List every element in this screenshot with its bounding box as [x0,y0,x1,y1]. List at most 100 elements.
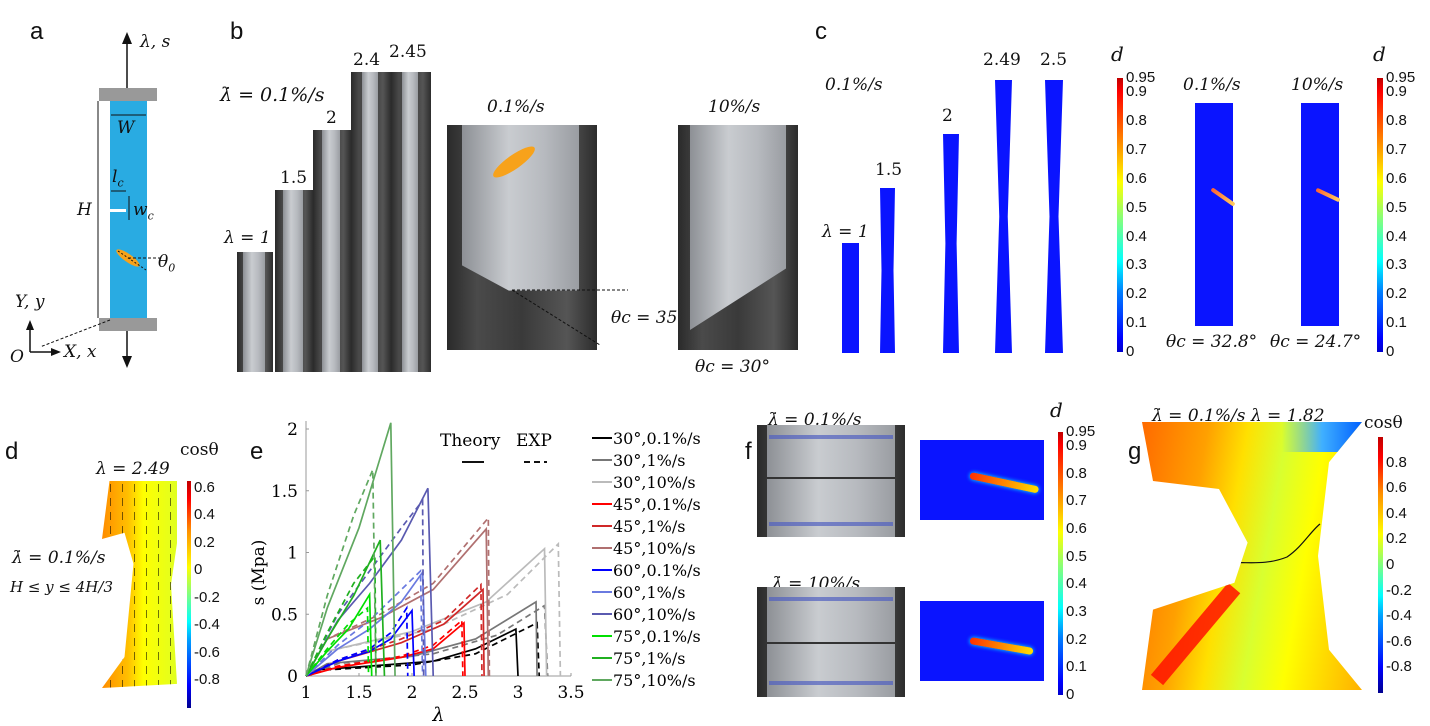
photo-stretch-2 [313,130,351,372]
colorbar-tick-label: 0 [1126,343,1135,360]
crack-width-label: wc [133,200,154,222]
damage-colorbar-2 [1377,78,1383,352]
colorbar-tick-label: 0.2 [1066,630,1087,648]
photo-stretch-1.5 [275,190,313,372]
y-tick-label: 1.5 [271,482,298,502]
colorbar-title: cosθ [1364,413,1403,433]
stretch-label-2.45: 2.45 [389,42,427,62]
sim1-rate-label: 0.1%/s [1183,75,1241,95]
sim-stretch-1 [842,243,859,353]
legend-entry: 30°,0.1%/s [613,429,701,448]
legend-entry: 60°,10%/s [613,605,696,624]
colorbar-tick-label: 0.6 [1386,479,1407,497]
sim-stretch-label-1: λ = 1 [822,222,869,242]
theory-curve-11 [305,422,396,677]
exp-curve-6 [305,605,409,677]
colorbar-tick-label: 0.4 [1386,227,1407,245]
theory-curve-10 [305,539,386,677]
colorbar-title: cosθ [180,440,219,460]
exp-curve-7 [305,569,424,677]
stretch-label-2: 2 [326,108,337,128]
fiber-direction-arrows [102,481,177,688]
orientation-field-map [102,481,177,688]
colorbar-tick-label: -0.6 [194,643,220,661]
strain-rate-label: λ̇ = 0.1%/s [220,84,325,106]
x-tick-label: 3 [513,683,524,703]
theory-curve-1 [305,600,538,677]
fracture-photo-fast [678,125,798,350]
colorbar-tick-label: -0.6 [1386,632,1412,650]
panel-label-f: f [745,438,752,465]
y-tick-label: 1 [287,544,298,564]
sim-stretch-2.5 [1045,80,1063,353]
y-axis-label: Y, y [15,292,45,312]
load-arrow-down [122,356,132,368]
legend-entry: 45°,0.1%/s [613,495,701,514]
colorbar-tick-label: 0.95 [1066,423,1096,440]
x-tick-label: 1.5 [345,683,372,703]
legend-entry: 75°,1%/s [613,649,685,668]
y-tick-label: 2 [287,420,298,440]
theory-curve-2 [305,546,548,677]
colorbar-tick-label: 0.2 [1126,285,1147,303]
legend-exp-label: EXP [516,431,552,451]
legend-entry: 75°,10%/s [613,671,696,690]
load-label: λ, s [140,32,171,52]
theory-curve-6 [305,608,415,677]
colorbar-tick-label: 0.2 [1386,530,1407,548]
crack-width-subscript: c [147,209,154,223]
colorbar-tick-label: 0.8 [1386,112,1407,130]
colorbar-tick-label: 0.6 [1126,169,1147,187]
crack-photo-fast [757,587,905,697]
stretch-label-1: λ = 1 [224,228,271,248]
panel-label-a: a [30,18,44,45]
panel-g-title: λ̇ = 0.1%/s λ = 1.82 [1152,406,1325,426]
x-axis-label: λ [431,704,444,726]
legend-entry: 45°,10%/s [613,539,696,558]
exp-curve-3 [305,618,464,677]
colorbar-tick-label: 0.8 [1066,464,1087,482]
colorbar-tick-label: -0.8 [1386,658,1412,676]
crack-sim-fast [920,601,1044,681]
exp-curve-9 [305,606,370,677]
critical-angle-slow: θc = 35° [611,308,686,328]
cos-theta-colorbar [1378,437,1383,693]
colorbar-tick-label: 0.6 [1386,169,1407,187]
colorbar-tick-label: -0.4 [194,616,220,634]
colorbar-tick-label: 0.7 [1066,492,1087,510]
colorbar-title: d [1111,42,1124,66]
crack-length-label: lc [112,167,124,189]
stretch-label-1.5: 1.5 [280,168,308,188]
panel-label-b: b [230,18,244,45]
colorbar-tick-label: 0 [1386,343,1395,360]
colorbar-tick-label: 0.5 [1066,547,1087,565]
colorbar-tick-label: 0.9 [1066,436,1087,454]
sim-stretch-1.5 [880,188,895,353]
colorbar-tick-label: 0.8 [1126,112,1147,130]
photo2-rate-label: 10%/s [708,97,761,117]
colorbar-tick-label: 0.4 [1066,575,1087,593]
sim-rate-label: 0.1%/s [825,75,883,95]
orientation-field-map [1142,422,1362,690]
legend-entry: 45°,1%/s [613,517,685,536]
legend-entry: 60°,0.1%/s [613,561,701,580]
fiber-angle-symbol: θ [158,252,169,272]
legend-entry: 30°,10%/s [613,473,696,492]
legend-entry: 60°,1%/s [613,583,685,602]
colorbar-tick-label: 0 [1066,686,1075,703]
colorbar-tick-label: 0.3 [1066,602,1087,620]
crack-path [1221,523,1321,565]
colorbar-tick-label: 0.95 [1386,69,1416,86]
angle-annotation [511,289,628,346]
colorbar-tick-label: 0.2 [1386,285,1407,303]
y-tick-label: 0.5 [271,605,298,625]
sim-stretch-label-2.5: 2.5 [1040,50,1068,70]
exp-curve-10 [305,553,377,677]
stretch-label-2.4: 2.4 [353,50,381,70]
crack-length-symbol: l [112,167,118,187]
fracture-photo-slow [447,125,597,350]
photo1-rate-label: 0.1%/s [487,97,545,117]
damage-colorbar [1058,432,1063,695]
colorbar-tick-label: 0.3 [1126,256,1147,274]
